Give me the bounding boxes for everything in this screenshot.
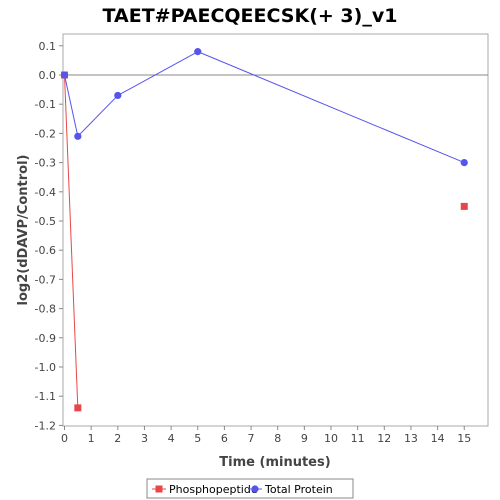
y-tick-label: 0.0 xyxy=(39,69,57,82)
data-point xyxy=(60,71,69,79)
data-point xyxy=(114,91,122,100)
legend: Phosphopeptide Total Protein xyxy=(146,478,354,499)
x-tick-label: 7 xyxy=(248,432,255,445)
y-tick-label: 0.1 xyxy=(39,40,57,53)
y-tick-label: -0.8 xyxy=(35,303,56,316)
y-tick-label: -0.4 xyxy=(35,186,56,199)
y-tick-label: -0.3 xyxy=(35,157,56,170)
y-tick-label: -0.9 xyxy=(35,332,56,345)
x-tick-label: 8 xyxy=(274,432,281,445)
y-tick-label: -0.5 xyxy=(35,215,56,228)
x-tick-label: 14 xyxy=(431,432,445,445)
plot-area xyxy=(62,33,489,427)
series-line-segment xyxy=(197,51,465,164)
y-tick-label: -1.2 xyxy=(35,419,56,432)
x-tick-label: 3 xyxy=(141,432,148,445)
data-point xyxy=(460,159,468,167)
x-tick-label: 12 xyxy=(377,432,391,445)
y-tick-label: -0.6 xyxy=(35,244,56,257)
legend-circle-marker xyxy=(251,485,259,493)
legend-label: Total Protein xyxy=(264,483,333,496)
data-point xyxy=(460,202,468,210)
x-tick-label: 0 xyxy=(61,432,68,445)
x-tick-label: 5 xyxy=(194,432,201,445)
x-tick-label: 11 xyxy=(351,432,365,445)
x-tick-label: 13 xyxy=(404,432,418,445)
x-tick-label: 4 xyxy=(168,432,175,445)
x-tick-label: 9 xyxy=(301,432,308,445)
chart-title: TAET#PAECQEECSK(+ 3)_v1 xyxy=(103,5,398,27)
x-tick-label: 15 xyxy=(457,432,471,445)
y-tick-label: -0.2 xyxy=(35,127,56,140)
x-axis: 0 1 2 3 4 5 6 7 8 9 10 11 12 13 14 15 xyxy=(61,426,471,445)
legend-item: Phosphopeptide xyxy=(152,483,258,496)
x-axis-label: Time (minutes) xyxy=(219,455,330,470)
series-line-segment xyxy=(64,74,79,408)
series-line-segment xyxy=(117,51,198,96)
legend-square-marker xyxy=(155,485,163,493)
y-tick-label: -1.0 xyxy=(35,361,56,374)
x-tick-label: 10 xyxy=(324,432,338,445)
data-point xyxy=(74,132,82,140)
data-point xyxy=(194,48,202,56)
legend-label: Phosphopeptide xyxy=(169,483,258,496)
y-tick-label: -1.1 xyxy=(35,390,56,403)
series-group xyxy=(60,48,468,412)
x-tick-label: 6 xyxy=(221,432,228,445)
y-tick-label: -0.1 xyxy=(35,98,56,111)
x-tick-label: 1 xyxy=(88,432,95,445)
legend-item: Total Protein xyxy=(248,483,333,496)
x-tick-label: 2 xyxy=(114,432,121,445)
series-line-segment xyxy=(64,74,79,137)
series-total-protein xyxy=(60,48,468,167)
y-tick-label: -0.7 xyxy=(35,273,56,286)
series-line-segment xyxy=(77,95,119,137)
y-axis: 0.1 0.0 -0.1 -0.2 -0.3 -0.4 -0.5 -0.6 -0.7 -0.8 -0… xyxy=(35,40,63,432)
y-axis-label: log2(dDAVP/Control) xyxy=(16,155,31,306)
data-point xyxy=(74,404,82,412)
